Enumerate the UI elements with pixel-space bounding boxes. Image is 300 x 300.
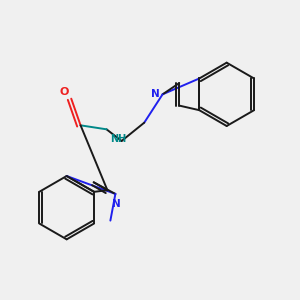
Text: N: N [112, 199, 121, 209]
Text: NH: NH [110, 134, 126, 144]
Text: N: N [151, 89, 160, 99]
Text: O: O [59, 87, 69, 97]
